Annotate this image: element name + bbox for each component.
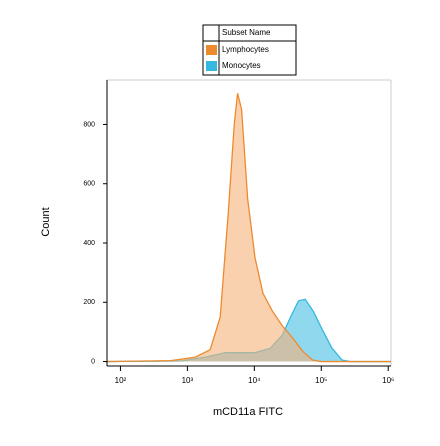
x-tick-label: 10⁴	[248, 376, 261, 385]
legend-swatch	[206, 61, 217, 71]
x-tick-label: 10²	[115, 376, 127, 385]
areas	[106, 93, 391, 363]
x-axis-label: mCD11a FITC	[213, 406, 283, 418]
y-tick-label: 600	[83, 181, 95, 188]
x-tick-label: 10⁵	[315, 376, 327, 385]
legend-title: Subset Name	[222, 28, 271, 37]
y-tick-label: 400	[83, 240, 95, 247]
y-tick-label: 800	[83, 121, 95, 128]
area-outline	[106, 93, 391, 363]
legend-swatch	[206, 45, 217, 55]
y-tick-label: 0	[91, 358, 95, 365]
legend-label: Lymphocytes	[222, 45, 269, 54]
legend-label: Monocytes	[222, 61, 261, 70]
x-tick-label: 10⁶	[382, 376, 394, 385]
y-axis-label: Count	[40, 207, 52, 236]
area	[107, 299, 391, 362]
area	[107, 93, 391, 362]
y-tick-label: 200	[83, 299, 95, 306]
x-tick-label: 10³	[182, 376, 194, 385]
